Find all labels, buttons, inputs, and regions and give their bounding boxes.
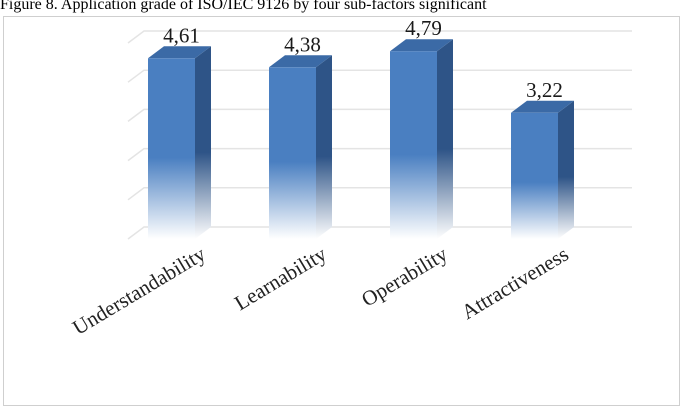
bar-side <box>316 55 332 239</box>
bar <box>511 100 574 239</box>
bar-top <box>269 55 332 68</box>
bar-top <box>511 100 574 113</box>
gridline <box>127 69 632 83</box>
bar-front <box>511 112 558 239</box>
bar-top <box>148 46 211 59</box>
bar-top <box>390 39 453 52</box>
category-label: Learnability <box>230 241 331 315</box>
gridlines <box>127 30 632 240</box>
gridline <box>127 226 632 240</box>
gridline <box>127 108 632 123</box>
value-label: 3,22 <box>526 78 563 102</box>
category-label: Understandability <box>68 241 210 339</box>
bar-side <box>437 39 453 240</box>
bar <box>269 55 332 239</box>
bar-front <box>269 67 316 239</box>
bar-front <box>390 51 437 240</box>
bar <box>148 46 211 240</box>
value-label: 4,61 <box>163 23 200 47</box>
value-labels: 4,61 4,38 4,79 3,22 <box>163 16 563 102</box>
bar-side <box>558 100 574 239</box>
value-label: 4,38 <box>284 32 321 56</box>
value-label: 4,79 <box>405 16 442 40</box>
bar-side <box>195 46 211 240</box>
figure-caption: Figure 8. Application grade of ISO/IEC 9… <box>0 0 487 13</box>
category-labels: Understandability Learnability Operability… <box>68 241 572 339</box>
gridline <box>127 147 632 162</box>
category-label: Operability <box>357 241 452 311</box>
gridline <box>127 187 632 201</box>
bar <box>390 39 453 240</box>
bars <box>148 39 574 240</box>
bar-front <box>148 58 195 240</box>
gridline <box>127 30 632 44</box>
category-label: Attractiveness <box>457 242 572 324</box>
